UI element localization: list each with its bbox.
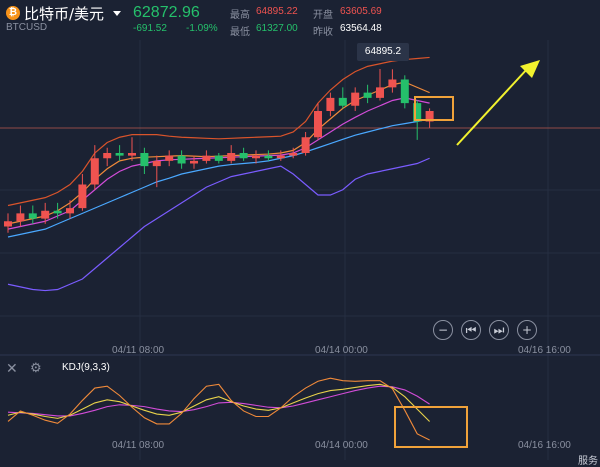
- candle-body: [239, 153, 248, 159]
- candle-body: [276, 155, 285, 159]
- candle-body: [90, 158, 99, 185]
- ticker-header: ₿ 比特币/美元 BTCUSD 62872.96 -691.52 -1.09% …: [0, 0, 600, 38]
- kdj-line-j: [7, 377, 430, 441]
- date-label-main-3: 04/16 16:00: [518, 345, 571, 356]
- low-label: 最低: [230, 27, 250, 38]
- date-label-kdj-2: 04/14 00:00: [315, 440, 368, 451]
- ma-line-boll-lower: [7, 157, 430, 292]
- candle-body: [202, 155, 211, 161]
- trend-arrow-head: [520, 60, 540, 78]
- kdj-line-d: [7, 385, 430, 417]
- date-label-kdj-1: 04/11 08:00: [112, 440, 165, 451]
- candle-body: [152, 160, 161, 167]
- chevron-down-icon[interactable]: [113, 11, 121, 16]
- ma-line-boll-upper: [7, 56, 430, 207]
- candle-body: [66, 208, 74, 214]
- zoom-in-icon[interactable]: +: [517, 320, 537, 340]
- open-value: 63605.69: [340, 6, 382, 17]
- candle-body: [400, 79, 409, 104]
- price-change: -691.52: [133, 23, 167, 34]
- kdj-line-k: [7, 383, 430, 422]
- candle-body: [338, 97, 347, 106]
- candle-body: [140, 153, 149, 167]
- candle-body: [314, 111, 322, 138]
- candle-body: [388, 79, 397, 88]
- candle-body: [115, 153, 124, 156]
- prev-close-value: 63564.48: [340, 23, 382, 34]
- candle-body: [78, 184, 87, 209]
- candle-body: [128, 153, 136, 156]
- high-label: 最高: [230, 10, 250, 21]
- service-link[interactable]: 服务: [578, 456, 598, 467]
- candle-body: [351, 92, 360, 106]
- candle-body: [53, 210, 62, 214]
- skip-back-icon[interactable]: ⏮: [461, 320, 481, 340]
- candle-body: [16, 213, 25, 222]
- candle-body: [289, 153, 298, 156]
- high-price-tooltip: 64895.2: [357, 43, 409, 61]
- candle-body: [363, 92, 372, 98]
- close-icon[interactable]: ✕: [6, 360, 18, 376]
- price-change-percent: -1.09%: [186, 23, 218, 34]
- last-price: 62872.96: [133, 4, 200, 21]
- pair-selector[interactable]: 比特币/美元: [24, 5, 105, 23]
- candle-body: [252, 155, 260, 159]
- kdj-indicator-label: KDJ(9,3,3): [62, 362, 110, 373]
- candle-body: [214, 155, 223, 161]
- candle-body: [190, 160, 198, 164]
- date-label-main-2: 04/14 00:00: [315, 345, 368, 356]
- candle-body: [4, 221, 12, 227]
- trend-arrow-line: [456, 67, 529, 146]
- skip-forward-icon[interactable]: ⏭: [489, 320, 509, 340]
- candle-body: [413, 103, 422, 122]
- candle-body: [165, 155, 174, 161]
- gear-icon[interactable]: ⚙: [30, 360, 42, 375]
- candle-body: [264, 155, 273, 159]
- annotation-box-kdj: [394, 406, 468, 448]
- zoom-out-icon[interactable]: −: [433, 320, 453, 340]
- candle-body: [28, 213, 37, 219]
- symbol-code: BTCUSD: [6, 22, 48, 33]
- candle-body: [425, 111, 434, 122]
- prev-close-label: 昨收: [313, 27, 333, 38]
- date-label-kdj-3: 04/16 16:00: [518, 440, 571, 451]
- candle-body: [376, 87, 384, 98]
- low-value: 61327.00: [256, 23, 298, 34]
- annotation-box-main: [414, 96, 454, 121]
- ma-line-ma-blue: [7, 118, 430, 238]
- date-label-main-1: 04/11 08:00: [112, 345, 165, 356]
- candle-body: [301, 137, 310, 153]
- bitcoin-icon: ₿: [6, 6, 20, 20]
- candle-body: [103, 153, 112, 159]
- candle-body: [41, 210, 50, 219]
- high-value: 64895.22: [256, 6, 298, 17]
- candle-body: [177, 155, 186, 164]
- open-label: 开盘: [313, 10, 333, 21]
- candle-body: [227, 153, 236, 161]
- candle-body: [326, 97, 335, 111]
